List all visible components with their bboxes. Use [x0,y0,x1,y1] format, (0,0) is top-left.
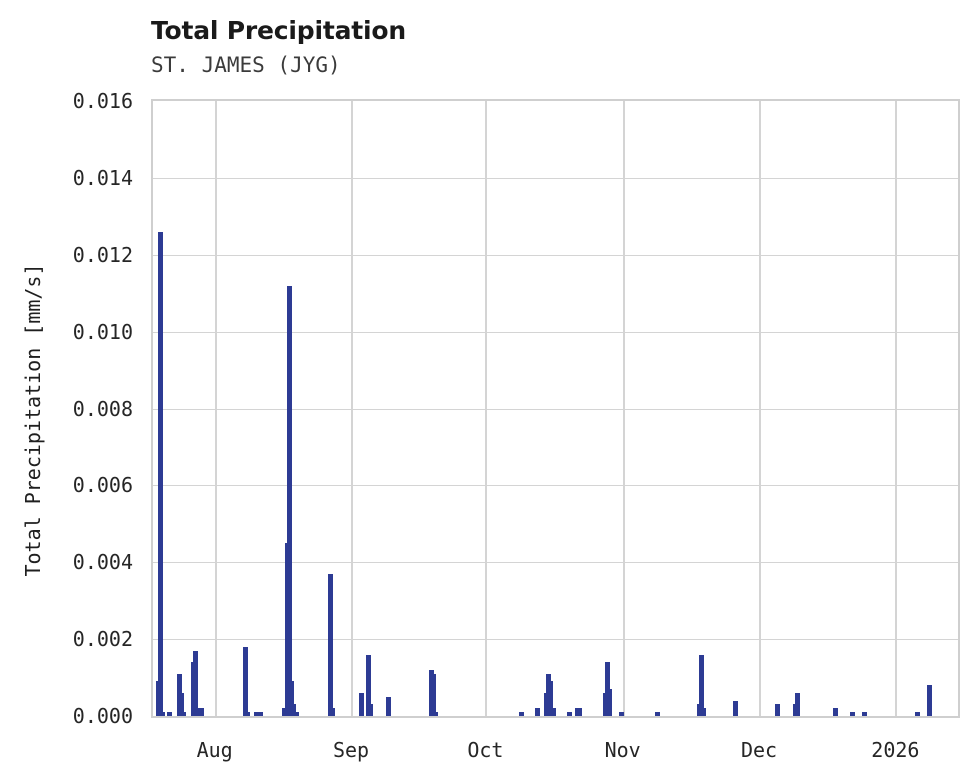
bar [358,692,364,716]
bar [167,712,173,716]
y-tick-label: 0.006 [72,473,133,498]
bar [290,704,296,716]
bar [245,712,250,716]
bar [833,708,839,716]
gridline-vertical [214,101,217,716]
bar [431,673,437,716]
bar [862,712,868,716]
gridline-vertical [895,101,898,716]
gridline-horizontal [153,562,958,564]
bar [534,708,540,716]
bar [567,712,573,716]
gridline-vertical [759,101,761,716]
bar [179,692,185,716]
bar [794,692,800,716]
gridline-horizontal [153,254,958,256]
y-tick-label: 0.000 [72,704,133,728]
bar [158,231,164,716]
x-tick-label: Aug [196,738,233,762]
gridline-vertical [351,101,354,716]
bar [548,681,554,716]
bar [366,654,372,716]
bar [160,712,166,716]
bar [329,708,335,716]
x-tick-label: Nov [604,738,641,762]
bar [368,704,374,716]
y-tick-label: 0.014 [72,165,133,190]
y-tick-label: 0.004 [72,550,133,575]
bar [243,646,249,716]
x-tick-label: Sep [332,738,370,762]
gridline-horizontal [153,639,958,641]
gridline-horizontal [153,177,958,179]
y-tick-label: 0.002 [72,627,133,652]
x-tick-label: Dec [740,738,778,762]
bar [655,712,661,716]
bar [193,650,199,716]
bar [850,712,856,716]
gridline-vertical [622,101,625,716]
bar [518,712,524,716]
bar [286,285,292,716]
y-axis-tick-labels: 0.000 0.002 0.004 0.006 0.008 0.010 0.012 0.014… [0,0,141,780]
x-tick-label: 2026 [871,738,920,762]
bar [281,708,287,716]
gridline-horizontal [153,408,958,410]
bar [607,689,613,716]
y-tick-label: 0.010 [72,319,133,344]
bar [700,708,706,716]
gridline-vertical [485,101,488,716]
y-tick-label: 0.016 [72,89,133,113]
x-tick-label: Oct [467,738,504,762]
bar [550,708,556,716]
y-tick-label: 0.012 [72,242,133,267]
bar [257,712,263,716]
bar [619,712,625,716]
bar [386,696,392,716]
bar [732,700,738,716]
bar [327,573,333,716]
bar [288,681,294,716]
bar [433,712,439,716]
bar [577,708,583,716]
bar [774,704,780,716]
bar [199,708,205,716]
gridline-horizontal [153,485,958,487]
bar [927,685,933,716]
bar [181,712,187,716]
plot-area [151,99,960,718]
gridline-horizontal [153,331,958,333]
bar [915,712,921,716]
chart-title: Total Precipitation [151,16,406,45]
bar [293,712,299,716]
y-tick-label: 0.008 [72,396,133,421]
bar [698,654,704,716]
bar [253,712,259,716]
chart-subtitle: ST. JAMES (JYG) [151,53,341,77]
